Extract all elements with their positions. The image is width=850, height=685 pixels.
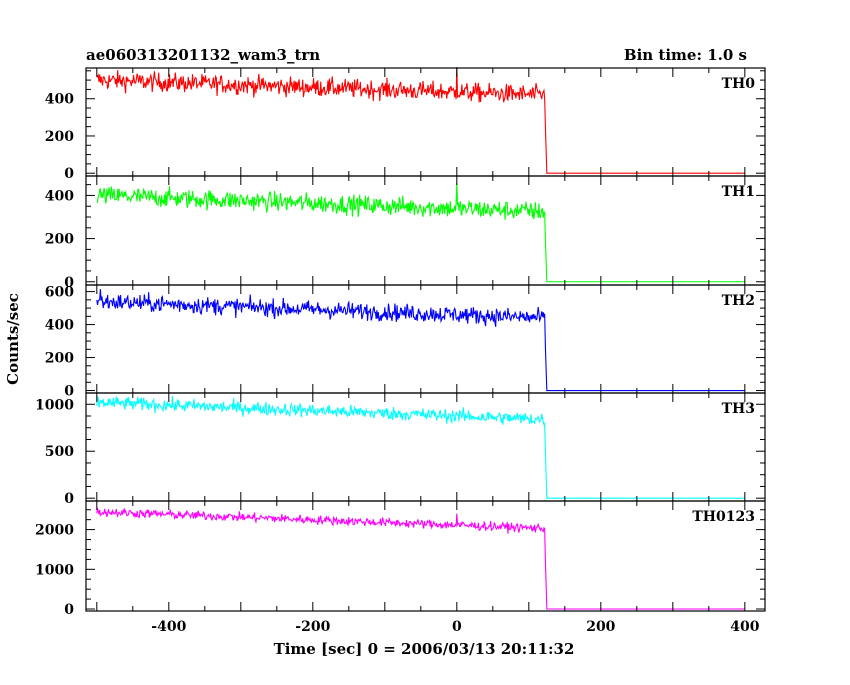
- series-line-th1: [96, 182, 745, 283]
- x-tick-label: -200: [295, 619, 330, 635]
- y-tick-label: 0: [64, 275, 74, 291]
- y-tick-label: 0: [64, 384, 74, 400]
- y-tick-label: 0: [64, 166, 74, 182]
- panel-th1: 0 200 400 TH1: [45, 175, 766, 291]
- panel-frame: [85, 284, 766, 394]
- panel-group: 0 200 400 TH0 0 200 400 TH1 0 200 400 600 TH2 0 500 100…: [35, 67, 766, 635]
- panel-frame: [85, 500, 766, 612]
- series-line-th0: [96, 67, 745, 174]
- panel-label-th2: TH2: [722, 293, 755, 309]
- panel-frame: [85, 175, 766, 286]
- panel-th3: 0 500 1000 TH3: [35, 392, 766, 507]
- panel-label-th0123: TH0123: [692, 509, 755, 525]
- x-tick-label: 400: [730, 619, 759, 635]
- x-tick-label: 200: [586, 619, 615, 635]
- panel-th2: 0 200 400 600 TH2: [45, 284, 766, 400]
- series-line-th2: [96, 289, 745, 392]
- y-tick-label: 0: [64, 602, 74, 618]
- y-tick-label: 500: [45, 444, 74, 460]
- bin-time-label: Bin time: 1.0 s: [624, 46, 747, 64]
- panel-th0123: 0 1000 2000 TH0123: [35, 500, 766, 618]
- y-tick-label: 200: [45, 129, 74, 145]
- y-tick-label: 1000: [35, 562, 74, 578]
- y-tick-label: 600: [45, 285, 74, 301]
- panel-frame: [85, 392, 766, 502]
- series-line-th3: [96, 395, 745, 499]
- y-tick-label: 400: [45, 188, 74, 204]
- x-tick-label: 0: [452, 619, 462, 635]
- y-tick-label: 0: [64, 491, 74, 507]
- y-tick-label: 400: [45, 92, 74, 108]
- chart-title: ae060313201132_wam3_trn: [86, 46, 320, 64]
- x-axis-label: Time [sec] 0 = 2006/03/13 20:11:32: [274, 640, 575, 658]
- y-tick-label: 200: [45, 232, 74, 248]
- series-line-th0123: [96, 507, 745, 610]
- y-tick-label: 1000: [35, 397, 74, 413]
- x-tick-label: -400: [151, 619, 186, 635]
- panel-label-th0: TH0: [722, 76, 756, 92]
- y-tick-label: 2000: [35, 523, 74, 539]
- y-tick-label: 400: [45, 318, 74, 334]
- y-axis-label: Counts/sec: [4, 293, 22, 385]
- panel-label-th3: TH3: [722, 401, 755, 417]
- panel-th0: 0 200 400 TH0: [45, 67, 766, 182]
- panel-label-th1: TH1: [722, 184, 755, 200]
- y-tick-label: 200: [45, 351, 74, 367]
